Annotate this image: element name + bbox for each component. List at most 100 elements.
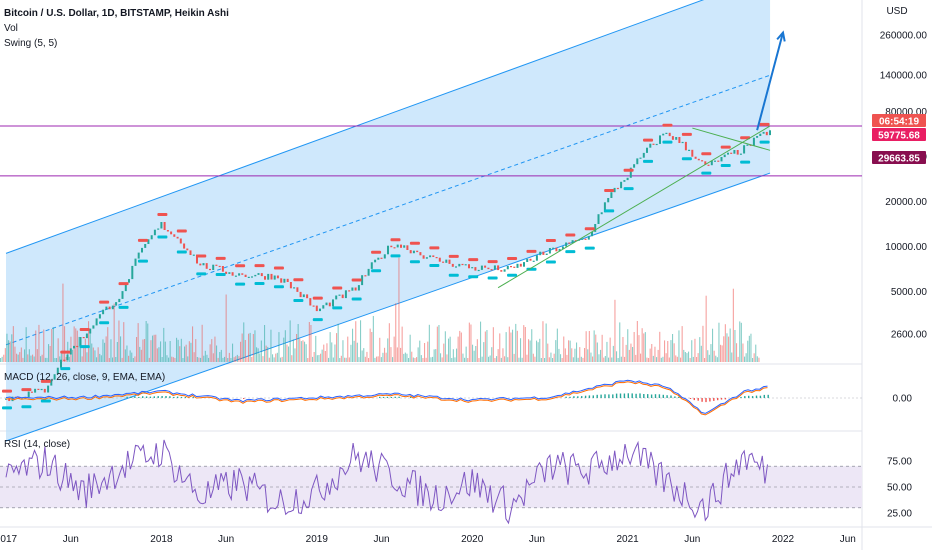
volume-bar xyxy=(1,356,3,362)
candle xyxy=(400,244,402,248)
volume-bar xyxy=(452,349,454,362)
volume-bar xyxy=(496,356,498,362)
candle xyxy=(620,181,623,189)
volume-bar xyxy=(574,348,576,362)
volume-bar xyxy=(385,352,387,362)
candle xyxy=(257,273,260,275)
macd-histogram-bar xyxy=(243,398,245,399)
volume-bar xyxy=(235,356,237,362)
candle xyxy=(231,272,234,276)
volume-bar xyxy=(294,348,296,362)
volume-bar xyxy=(651,344,653,362)
candle xyxy=(665,132,668,134)
volume-bar xyxy=(572,357,574,362)
candle xyxy=(131,265,134,280)
volume-bar xyxy=(356,342,358,362)
volume-bar xyxy=(305,344,307,362)
volume-bar xyxy=(268,357,270,362)
time-tick-label: Jun xyxy=(218,534,234,545)
volume-bar xyxy=(318,355,320,362)
volume-bar xyxy=(558,348,560,362)
rsi-pane[interactable] xyxy=(0,439,862,525)
candle xyxy=(480,265,483,270)
candle xyxy=(733,150,736,154)
candle xyxy=(234,275,237,277)
volume-bar xyxy=(667,341,669,362)
macd-histogram-bar xyxy=(755,395,758,398)
price-pane[interactable] xyxy=(0,0,862,442)
candle xyxy=(769,130,771,136)
volume-bar xyxy=(364,356,366,362)
volume-bar xyxy=(275,353,277,362)
volume-bar xyxy=(561,358,563,362)
price-axis[interactable]: 260000.00140000.0080000.0040000.0020000.… xyxy=(872,31,927,520)
candle xyxy=(409,250,412,254)
volume-bar xyxy=(635,354,637,362)
volume-bar xyxy=(163,327,165,362)
volume-bar xyxy=(579,347,581,362)
volume-bar xyxy=(744,356,746,362)
price-tick-label: 260000.00 xyxy=(880,31,928,42)
volume-bar xyxy=(161,357,163,362)
volume-bar xyxy=(148,357,150,362)
candle xyxy=(565,242,568,247)
volume-bar xyxy=(412,357,414,362)
volume-bar xyxy=(289,320,291,362)
volume-bar xyxy=(601,334,603,362)
candle xyxy=(302,294,305,298)
candle xyxy=(264,276,266,280)
volume-bar xyxy=(569,340,571,362)
volume-bar xyxy=(11,334,13,362)
volume-bar xyxy=(542,321,544,362)
swing-low-marker xyxy=(681,157,692,161)
candle xyxy=(649,143,652,148)
candle xyxy=(639,157,642,159)
candle xyxy=(95,318,98,326)
volume-bar xyxy=(102,339,104,362)
swing-high-marker xyxy=(468,258,479,262)
volume-bar xyxy=(195,339,197,362)
candle xyxy=(160,222,163,229)
volume-bar xyxy=(60,353,62,362)
volume-bar xyxy=(246,357,248,362)
volume-bar xyxy=(619,322,621,362)
volume-bar xyxy=(96,357,98,362)
candle xyxy=(432,255,435,257)
macd-histogram-bar xyxy=(678,396,680,398)
volume-bar xyxy=(470,324,472,362)
volume-bar xyxy=(168,357,170,362)
candle xyxy=(144,244,147,248)
volume-bar xyxy=(656,357,658,362)
macd-pane[interactable] xyxy=(0,379,862,416)
volume-bar xyxy=(129,350,131,362)
volume-bar xyxy=(188,341,190,362)
chart-title: Bitcoin / U.S. Dollar, 1D, BITSTAMP, Hei… xyxy=(4,8,229,19)
volume-bar xyxy=(336,333,338,362)
candle xyxy=(425,257,428,259)
candle xyxy=(34,388,37,393)
volume-bar xyxy=(729,328,731,362)
candle xyxy=(141,247,143,253)
swing-high-marker xyxy=(196,254,207,258)
volume-bar xyxy=(139,346,141,362)
swing-low-marker xyxy=(157,235,168,239)
volume-bar xyxy=(593,330,595,362)
macd-histogram-bar xyxy=(689,398,692,399)
volume-bar xyxy=(224,356,226,362)
volume-bar xyxy=(174,358,176,362)
candle xyxy=(189,250,192,255)
swing-low-marker xyxy=(312,318,323,322)
swing-high-marker xyxy=(21,388,32,392)
time-axis[interactable]: 2017 Jun 2018 Jun 2019 Jun 2020 Jun 2021 Jun 2022 J… xyxy=(0,534,856,545)
volume-bar xyxy=(332,357,334,362)
candle xyxy=(370,262,373,269)
volume-bar xyxy=(708,354,710,362)
macd-histogram-bar xyxy=(390,397,392,398)
volume-bar xyxy=(532,353,534,362)
volume-bar xyxy=(286,344,288,362)
candle xyxy=(137,252,140,259)
candle xyxy=(503,269,506,272)
volume-bar xyxy=(505,332,507,362)
volume-bar xyxy=(14,346,16,362)
